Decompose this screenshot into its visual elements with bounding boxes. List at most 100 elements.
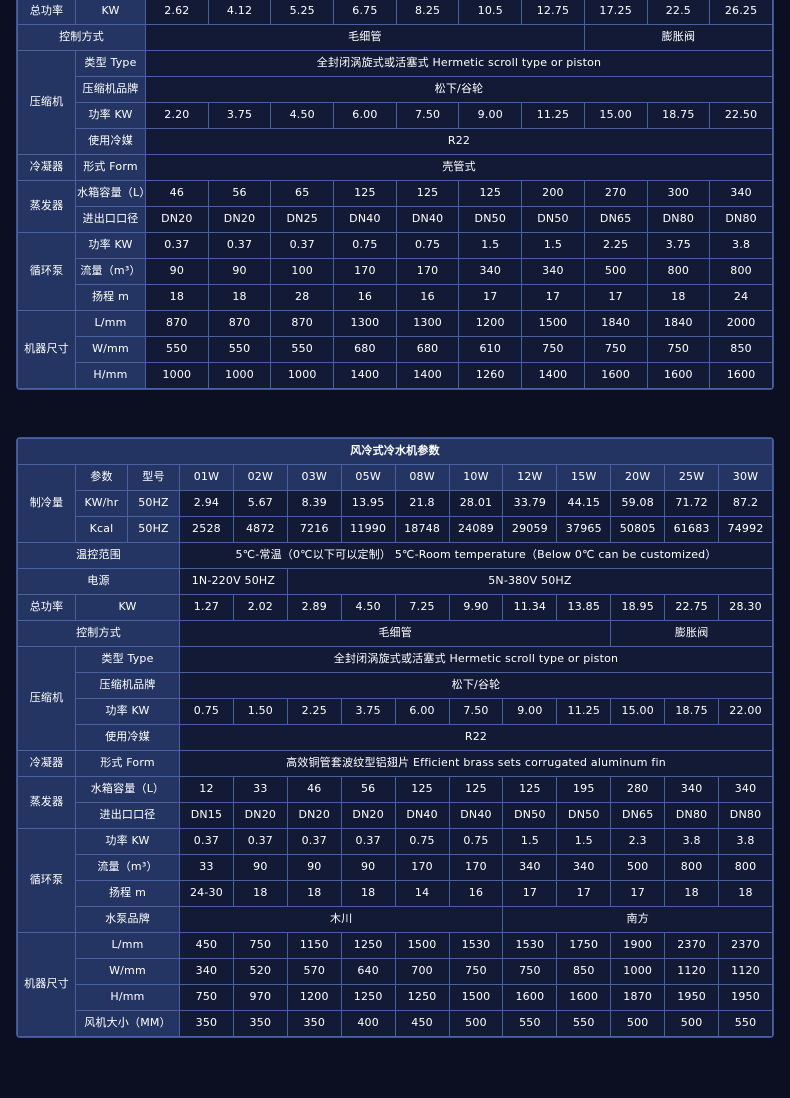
t2-kcal-v3: 11990 bbox=[340, 515, 396, 543]
t1-pump-head-v6: 17 bbox=[521, 283, 585, 311]
t2-total-power-v5: 9.90 bbox=[448, 593, 504, 621]
t2-control-mode-seg1: 膨胀阀 bbox=[610, 619, 773, 647]
t2-evap-tank-v9: 340 bbox=[664, 775, 720, 803]
t2-dim-w-v2: 570 bbox=[286, 957, 342, 985]
t2-model-5: 10W bbox=[448, 463, 504, 491]
t2-kcal-freq: 50HZ bbox=[127, 515, 180, 543]
t1-dim-h-row: H/mm 1000 1000 1000 1400 1400 1260 1400 … bbox=[18, 361, 773, 389]
t1-evap-port-v9: DN80 bbox=[709, 205, 773, 233]
t2-dim-w-v4: 700 bbox=[394, 957, 450, 985]
t2-title: 风冷式冷水机参数 bbox=[17, 437, 773, 465]
t2-compressor-power-label: 功率 KW bbox=[75, 697, 180, 725]
t1-compressor-brand-row: 压缩机品牌 松下/谷轮 bbox=[18, 75, 773, 103]
t1-dim-h-v0: 1000 bbox=[145, 361, 209, 389]
t2-pump-head-v7: 17 bbox=[556, 879, 612, 907]
t2-pump-flow-v5: 170 bbox=[448, 853, 504, 881]
t1-dim-w-row: W/mm 550 550 550 680 680 610 750 750 750… bbox=[18, 335, 773, 363]
t2-kwhr-v0: 2.94 bbox=[179, 489, 234, 517]
t2-dim-h-v4: 1250 bbox=[394, 983, 450, 1011]
t2-dim-fan-v1: 350 bbox=[232, 1009, 288, 1037]
t2-model-9: 25W bbox=[664, 463, 720, 491]
t2-evap-port-row: 进出口口径 DN15 DN20 DN20 DN20 DN40 DN40 DN50… bbox=[18, 801, 773, 829]
t2-dim-l-label: L/mm bbox=[75, 931, 180, 959]
t1-refrigerant-label: 使用冷媒 bbox=[75, 127, 146, 155]
t2-kcal-label: Kcal bbox=[75, 515, 128, 543]
t2-dim-fan-v5: 500 bbox=[448, 1009, 504, 1037]
t2-dim-fan-v4: 450 bbox=[394, 1009, 450, 1037]
t2-model-label: 型号 bbox=[127, 463, 180, 491]
t2-kwhr-v10: 87.2 bbox=[718, 489, 773, 517]
t2-evap-tank-v7: 195 bbox=[556, 775, 612, 803]
t2-compressor-power-row: 功率 KW 0.75 1.50 2.25 3.75 6.00 7.50 9.00… bbox=[18, 697, 773, 725]
t1-pump-power-v3: 0.75 bbox=[333, 231, 397, 259]
t1-compressor-power-row: 功率 KW 2.20 3.75 4.50 6.00 7.50 9.00 11.2… bbox=[18, 101, 773, 129]
t2-kwhr-v4: 21.8 bbox=[394, 489, 450, 517]
t2-model-6: 12W bbox=[502, 463, 558, 491]
t1-total-power-v0: 2.62 bbox=[145, 0, 209, 25]
t1-pump-flow-v7: 500 bbox=[583, 257, 648, 285]
t2-dim-w-v3: 640 bbox=[340, 957, 396, 985]
t1-total-power-v4: 8.25 bbox=[395, 0, 460, 25]
t1-dim-l-row: 机器尺寸 L/mm 870 870 870 1300 1300 1200 150… bbox=[17, 309, 773, 389]
t2-dim-l-v3: 1250 bbox=[340, 931, 396, 959]
t1-pump-flow-v6: 340 bbox=[521, 257, 585, 285]
t2-kwhr-v7: 44.15 bbox=[556, 489, 612, 517]
t1-compressor-brand-label: 压缩机品牌 bbox=[75, 75, 146, 103]
t2-evap-port-v4: DN40 bbox=[394, 801, 450, 829]
t2-model-1: 02W bbox=[232, 463, 288, 491]
t1-dim-h-v9: 1600 bbox=[709, 361, 773, 389]
t2-pump-head-v1: 18 bbox=[232, 879, 288, 907]
t1-pump-flow-v8: 800 bbox=[646, 257, 711, 285]
t2-evap-port-v3: DN20 bbox=[340, 801, 396, 829]
t2-total-power-v2: 2.89 bbox=[286, 593, 342, 621]
t2-dim-w-v10: 1120 bbox=[718, 957, 773, 985]
t2-pump-power-v9: 3.8 bbox=[664, 827, 720, 855]
t2-temp-range-row: 温控范围 5℃-常温（0℃以下可以定制） 5℃-Room temperature… bbox=[17, 541, 773, 569]
t2-pump-power-v7: 1.5 bbox=[556, 827, 612, 855]
t2-control-mode-seg0: 毛细管 bbox=[178, 619, 612, 647]
t2-power-supply-label: 电源 bbox=[17, 567, 180, 595]
t2-dim-w-v1: 520 bbox=[232, 957, 288, 985]
t2-dim-fan-v6: 550 bbox=[502, 1009, 558, 1037]
t1-dim-l-v3: 1300 bbox=[333, 309, 397, 337]
t1-refrigerant-value: R22 bbox=[145, 127, 773, 155]
t2-pump-group: 循环泵 bbox=[17, 827, 76, 933]
t1-pump-flow-v1: 90 bbox=[207, 257, 272, 285]
t2-dim-fan-label: 风机大小（MM） bbox=[75, 1009, 180, 1037]
t2-total-power-v0: 1.27 bbox=[179, 593, 234, 621]
t2-compressor-power-v6: 9.00 bbox=[502, 697, 558, 725]
t2-evap-port-label: 进出口口径 bbox=[75, 801, 180, 829]
t1-evap-tank-v6: 200 bbox=[521, 179, 585, 207]
t2-pump-flow-row: 流量（m³） 33 90 90 90 170 170 340 340 500 8… bbox=[18, 853, 773, 881]
t1-pump-power-v8: 3.75 bbox=[646, 231, 711, 259]
t1-pump-head-label: 扬程 m bbox=[75, 283, 146, 311]
t2-model-2: 03W bbox=[286, 463, 342, 491]
t2-control-mode-row: 控制方式 毛细管 膨胀阀 bbox=[17, 619, 773, 647]
air-cooled-chiller-table: 风冷式冷水机参数 制冷量 参数 型号 01W 02W 03W 05W 08W 1… bbox=[17, 437, 774, 1037]
t1-compressor-power-v8: 18.75 bbox=[646, 101, 711, 129]
t2-pump-power-v0: 0.37 bbox=[179, 827, 234, 855]
t1-evap-tank-v9: 340 bbox=[709, 179, 773, 207]
t2-compressor-power-v3: 3.75 bbox=[340, 697, 396, 725]
t1-total-power-v9: 26.25 bbox=[709, 0, 773, 25]
t1-compressor-power-v0: 2.20 bbox=[145, 101, 209, 129]
t1-dim-w-v3: 680 bbox=[333, 335, 397, 363]
t2-pump-head-v8: 17 bbox=[610, 879, 666, 907]
t2-kcal-v4: 18748 bbox=[394, 515, 450, 543]
t1-pump-head-v0: 18 bbox=[145, 283, 209, 311]
t1-dim-l-v0: 870 bbox=[145, 309, 209, 337]
t1-compressor-power-v6: 11.25 bbox=[521, 101, 585, 129]
t2-dim-fan-v0: 350 bbox=[179, 1009, 234, 1037]
t2-model-4: 08W bbox=[394, 463, 450, 491]
t1-control-mode-row: 控制方式 毛细管 膨胀阀 bbox=[17, 23, 774, 51]
t2-kwhr-v6: 33.79 bbox=[502, 489, 558, 517]
t1-dim-w-v8: 750 bbox=[646, 335, 711, 363]
t1-pump-head-v8: 18 bbox=[646, 283, 711, 311]
t1-pump-power-v7: 2.25 bbox=[583, 231, 648, 259]
t1-pump-flow-v5: 340 bbox=[458, 257, 523, 285]
t2-dim-l-v1: 750 bbox=[232, 931, 288, 959]
t2-total-power-v1: 2.02 bbox=[232, 593, 288, 621]
t2-dim-fan-v10: 550 bbox=[718, 1009, 773, 1037]
t2-compressor-power-v8: 15.00 bbox=[610, 697, 666, 725]
t2-evap-port-v6: DN50 bbox=[502, 801, 558, 829]
